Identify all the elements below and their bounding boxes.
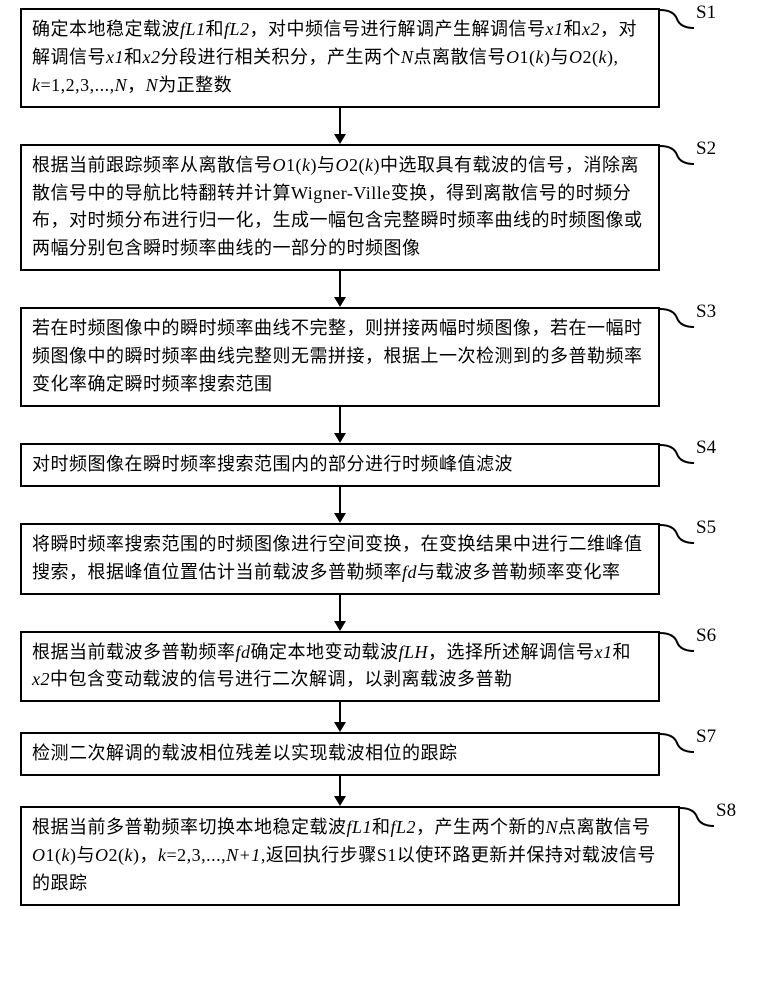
connector-curve (660, 10, 696, 40)
connector-curve (660, 445, 696, 475)
arrow-down (20, 407, 660, 443)
arrow-line (339, 702, 341, 730)
arrow-down (20, 487, 660, 523)
step-box-s5: 将瞬时频率搜索范围的时频图像进行空间变换，在变换结果中进行二维峰值搜索，根据峰值… (20, 523, 660, 595)
step-box-s1: 确定本地稳定载波fL1和fL2，对中频信号进行解调产生解调信号x1和x2，对解调… (20, 8, 660, 108)
flowchart-container: 确定本地稳定载波fL1和fL2，对中频信号进行解调产生解调信号x1和x2，对解调… (20, 8, 742, 906)
arrow-line (339, 407, 341, 441)
step-row-s8: 根据当前多普勒频率切换本地稳定载波fL1和fL2，产生两个新的N点离散信号O1(… (20, 806, 742, 906)
step-box-s8: 根据当前多普勒频率切换本地稳定载波fL1和fL2，产生两个新的N点离散信号O1(… (20, 806, 680, 906)
step-row-s2: 根据当前跟踪频率从离散信号O1(k)与O2(k)中选取具有载波的信号，消除离散信… (20, 144, 742, 272)
step-box-s2: 根据当前跟踪频率从离散信号O1(k)与O2(k)中选取具有载波的信号，消除离散信… (20, 144, 660, 272)
connector-curve (660, 146, 696, 176)
step-label: S5 (696, 517, 716, 539)
step-label: S7 (696, 726, 716, 748)
step-label: S1 (696, 2, 716, 24)
step-row-s6: 根据当前载波多普勒频率fd确定本地变动载波fLH，选择所述解调信号x1和x2中包… (20, 631, 742, 703)
step-label: S6 (696, 625, 716, 647)
arrow-down (20, 271, 660, 307)
arrow-line (339, 487, 341, 521)
arrow-down (20, 108, 660, 144)
connector-curve (680, 808, 716, 838)
connector-curve (660, 734, 696, 764)
step-label: S2 (696, 138, 716, 160)
step-row-s1: 确定本地稳定载波fL1和fL2，对中频信号进行解调产生解调信号x1和x2，对解调… (20, 8, 742, 108)
step-label: S8 (716, 800, 736, 822)
step-box-s6: 根据当前载波多普勒频率fd确定本地变动载波fLH，选择所述解调信号x1和x2中包… (20, 631, 660, 703)
step-row-s4: 对时频图像在瞬时频率搜索范围内的部分进行时频峰值滤波S4 (20, 443, 742, 487)
arrow-down (20, 595, 660, 631)
arrow-line (339, 595, 341, 629)
arrow-line (339, 108, 341, 142)
step-row-s3: 若在时频图像中的瞬时频率曲线不完整，则拼接两幅时频图像，若在一幅时频图像中的瞬时… (20, 307, 742, 407)
arrow-down (20, 776, 660, 806)
arrow-line (339, 776, 341, 804)
arrow-down (20, 702, 660, 732)
step-box-s3: 若在时频图像中的瞬时频率曲线不完整，则拼接两幅时频图像，若在一幅时频图像中的瞬时… (20, 307, 660, 407)
connector-curve (660, 633, 696, 663)
step-row-s5: 将瞬时频率搜索范围的时频图像进行空间变换，在变换结果中进行二维峰值搜索，根据峰值… (20, 523, 742, 595)
connector-curve (660, 525, 696, 555)
arrow-line (339, 271, 341, 305)
connector-curve (660, 309, 696, 339)
step-box-s7: 检测二次解调的载波相位残差以实现载波相位的跟踪 (20, 732, 660, 776)
step-row-s7: 检测二次解调的载波相位残差以实现载波相位的跟踪S7 (20, 732, 742, 776)
step-label: S3 (696, 301, 716, 323)
step-box-s4: 对时频图像在瞬时频率搜索范围内的部分进行时频峰值滤波 (20, 443, 660, 487)
step-label: S4 (696, 437, 716, 459)
